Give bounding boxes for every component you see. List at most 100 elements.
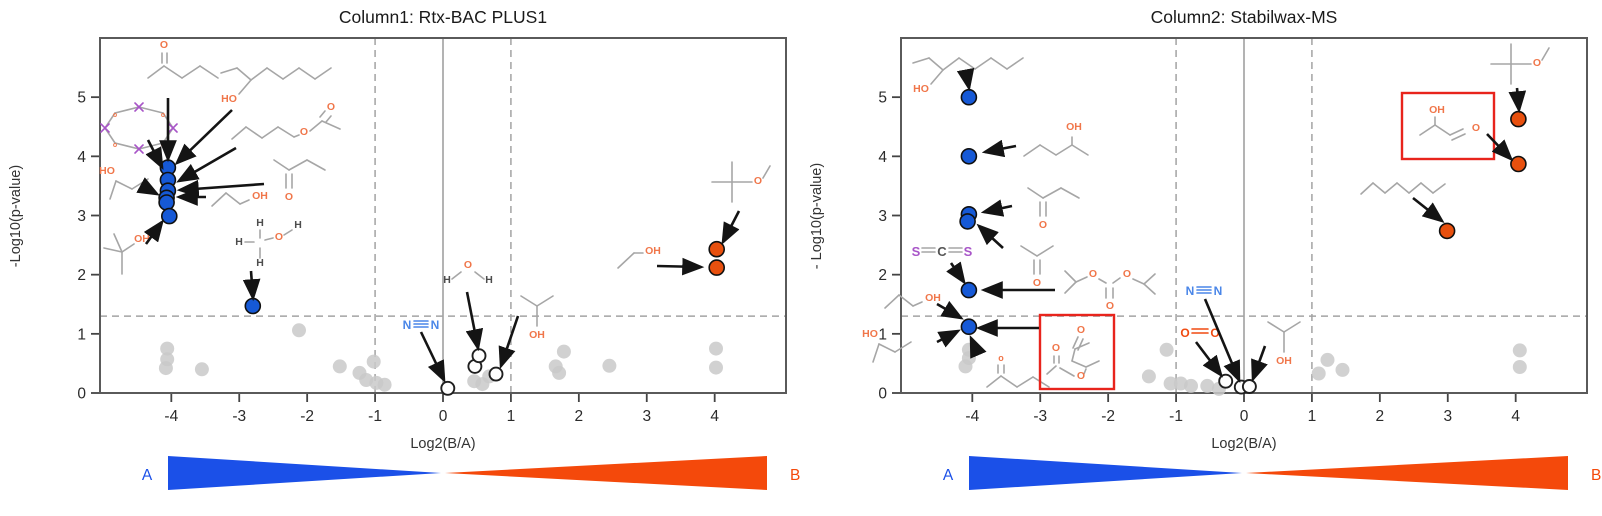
svg-text:H: H <box>443 274 451 286</box>
molecule-mek: O <box>1027 187 1080 231</box>
data-point-gray <box>1200 378 1215 393</box>
svg-text:3: 3 <box>1443 408 1452 425</box>
svg-text:3: 3 <box>77 208 86 225</box>
data-point-orange <box>1510 155 1527 173</box>
chart-title: Column2: Stabilwax-MS <box>1151 7 1338 27</box>
annotation-arrow <box>174 109 233 166</box>
molecule-lact_box: OH O <box>1400 91 1496 161</box>
annotation-arrow <box>136 177 160 196</box>
data-point-blue <box>960 281 978 299</box>
data-point-gray <box>1512 343 1527 358</box>
annotation-arrow <box>1486 133 1514 162</box>
data-point-open <box>488 366 504 382</box>
data-point-gray <box>366 354 381 369</box>
volcano-plot-column2: Column2: Stabilwax-MS -4 -3 -2 -1 0 1 2 3 4 0 1 2 3 4 5… <box>809 7 1601 490</box>
annotation-arrow <box>946 261 966 285</box>
svg-text:3: 3 <box>642 408 651 425</box>
data-point-open <box>1218 373 1234 389</box>
svg-text:O: O <box>275 231 283 243</box>
svg-text:5: 5 <box>878 90 887 107</box>
series-orange <box>1438 110 1527 240</box>
data-point-gray <box>602 358 617 373</box>
wedge-b <box>445 456 767 490</box>
svg-text:OH: OH <box>1066 121 1082 133</box>
annotation-arrow <box>1194 341 1224 378</box>
chart-title: Column1: Rtx-BAC PLUS1 <box>339 7 547 27</box>
annotation-arrow <box>656 257 705 276</box>
annotation-arrow <box>176 146 237 183</box>
annotation-arrow <box>721 210 741 245</box>
svg-text:N: N <box>431 318 440 332</box>
molecule-propanol_1: OH <box>884 292 941 309</box>
svg-text:1: 1 <box>878 326 887 343</box>
data-point-gray <box>158 361 173 376</box>
svg-text:-1: -1 <box>368 408 382 425</box>
data-point-gray <box>1512 360 1527 374</box>
data-point-orange <box>1438 222 1456 240</box>
svg-text:0: 0 <box>439 408 448 425</box>
annotation-arrow <box>936 300 964 320</box>
svg-text:4: 4 <box>878 149 887 166</box>
panel-column2: Column2: Stabilwax-MS -4 -3 -2 -1 0 1 2 3 4 0 1 2 3 4 5… <box>801 0 1602 516</box>
svg-text:N: N <box>1214 284 1223 298</box>
svg-text:1: 1 <box>507 408 516 425</box>
svg-text:N: N <box>403 318 412 332</box>
svg-text:O: O <box>1089 268 1097 280</box>
molecule-ethylhexanol: HO <box>220 67 332 105</box>
svg-text:0: 0 <box>1240 408 1249 425</box>
data-point-gray <box>556 344 571 359</box>
wedge-a <box>969 456 1242 490</box>
svg-text:2: 2 <box>77 267 86 284</box>
svg-text:O: O <box>285 191 293 203</box>
svg-text:-2: -2 <box>1101 408 1115 425</box>
annotation-arrow <box>976 223 1004 249</box>
annotation-arrow <box>465 291 484 352</box>
svg-text:O: O <box>1472 122 1480 134</box>
annotation-arrow <box>1412 196 1445 224</box>
svg-text:O: O <box>1533 57 1541 69</box>
svg-text:C: C <box>937 244 947 259</box>
molecule-isopropanol: OH <box>1267 321 1301 367</box>
svg-text:HO: HO <box>221 93 237 105</box>
series-gray <box>158 323 723 392</box>
svg-text:o: o <box>113 112 117 119</box>
svg-text:-1: -1 <box>1169 408 1183 425</box>
molecule-dipc: O O O <box>1064 268 1156 312</box>
svg-text:o: o <box>113 142 117 149</box>
data-point-gray <box>160 341 175 356</box>
x-axis-ticks: -4 -3 -2 -1 0 1 2 3 4 <box>164 394 719 425</box>
svg-text:-3: -3 <box>232 408 246 425</box>
annotation-arrow <box>419 331 446 383</box>
data-point-blue <box>158 194 175 211</box>
svg-text:4: 4 <box>77 149 86 166</box>
guide-lines <box>100 38 786 393</box>
data-point-open <box>440 380 456 396</box>
panel-column1: Column1: Rtx-BAC PLUS1 -4 -3 -2 -1 0 1 2 3 4 0 1 2 3 4… <box>8 7 800 490</box>
annotation-arrow <box>1203 298 1241 384</box>
molecule-mtbe: O <box>1490 43 1550 85</box>
legend-a-label: A <box>142 467 153 484</box>
data-point-blue <box>959 213 976 230</box>
data-point-gray <box>1311 366 1326 381</box>
legend-b-label: B <box>1591 467 1601 484</box>
molecule-acetone: O <box>1020 245 1054 289</box>
annotation-arrow <box>981 139 1017 158</box>
series-blue <box>158 159 262 315</box>
svg-text:HO: HO <box>913 83 929 95</box>
svg-text:O: O <box>1033 277 1041 289</box>
annotation-arrow <box>1251 345 1268 383</box>
guide-lines <box>901 38 1587 393</box>
series-orange <box>708 240 726 276</box>
svg-text:HO: HO <box>99 165 115 177</box>
svg-text:2: 2 <box>1376 408 1385 425</box>
y-axis-label: -Log10(p-value) <box>8 165 24 267</box>
svg-text:O: O <box>1180 326 1189 340</box>
series-open <box>440 348 504 396</box>
x-axis-label: Log2(B/A) <box>410 436 475 452</box>
molecule-siloxane: o o o o <box>100 102 178 154</box>
